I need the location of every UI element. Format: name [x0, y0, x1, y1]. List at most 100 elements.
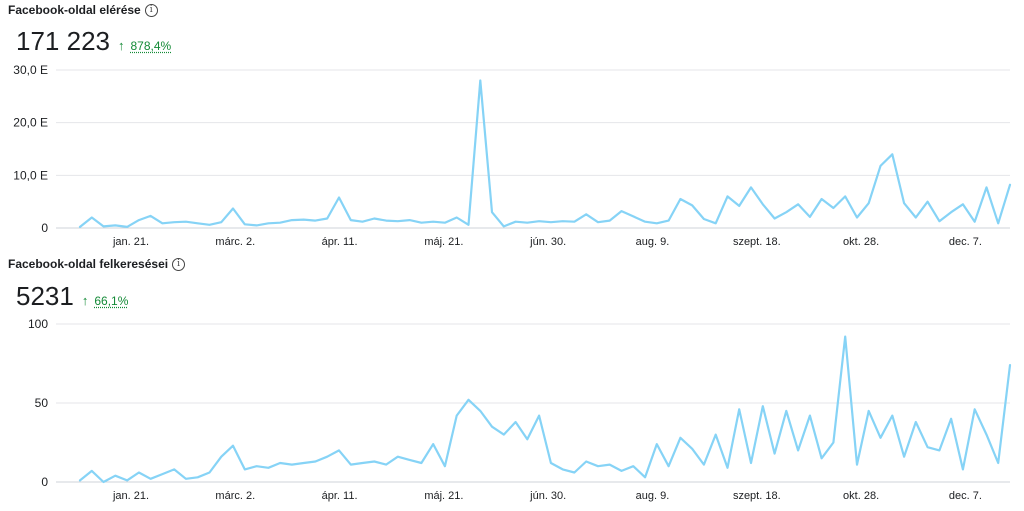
data-point: [161, 473, 163, 475]
data-point: [432, 443, 434, 445]
data-point: [620, 210, 622, 212]
data-point: [773, 452, 775, 454]
data-point: [585, 213, 587, 215]
x-tick-label: dec. 7.: [949, 236, 982, 248]
data-point: [526, 438, 528, 440]
x-tick-label: szept. 18.: [733, 490, 781, 502]
data-point: [997, 222, 999, 224]
data-point: [350, 219, 352, 221]
data-point: [361, 221, 363, 223]
y-tick-label: 30,0 E: [13, 63, 48, 77]
data-point: [585, 460, 587, 462]
data-point: [91, 216, 93, 218]
data-point: [456, 216, 458, 218]
data-point: [609, 219, 611, 221]
data-point: [820, 457, 822, 459]
data-point: [408, 219, 410, 221]
x-tick-label: márc. 2.: [215, 490, 255, 502]
data-point: [149, 215, 151, 217]
x-tick-label: okt. 28.: [843, 490, 879, 502]
data-point: [538, 220, 540, 222]
data-point: [303, 462, 305, 464]
data-point: [891, 414, 893, 416]
info-icon[interactable]: i: [172, 257, 186, 271]
data-point: [856, 463, 858, 465]
arrow-up-icon: ↑: [81, 293, 89, 308]
visits-change[interactable]: ↑ 66,1%: [82, 293, 129, 308]
data-point: [785, 410, 787, 412]
data-point: [832, 441, 834, 443]
data-point: [926, 446, 928, 448]
data-point: [550, 462, 552, 464]
reach-title-label: Facebook-oldal elérése: [8, 3, 141, 17]
data-point: [738, 205, 740, 207]
data-point: [503, 433, 505, 435]
x-tick-label: jún. 30.: [529, 236, 566, 248]
data-point: [962, 468, 964, 470]
data-point: [361, 462, 363, 464]
data-point: [715, 222, 717, 224]
visits-metric: 5231 ↑ 66,1%: [16, 281, 128, 312]
data-point: [197, 476, 199, 478]
data-point: [338, 196, 340, 198]
data-point: [267, 222, 269, 224]
data-point: [915, 216, 917, 218]
y-tick-label: 50: [35, 396, 49, 410]
reach-change[interactable]: ↑ 878,4%: [118, 38, 171, 53]
data-point: [703, 463, 705, 465]
data-point: [762, 405, 764, 407]
data-point: [938, 449, 940, 451]
visits-change-label: 66,1%: [94, 294, 129, 308]
data-point: [514, 221, 516, 223]
data-point: [479, 410, 481, 412]
reach-line-chart: 0 10,0 E 20,0 E 30,0 E jan. 21. márc. 2. ápr. …: [13, 63, 1012, 248]
data-point: [173, 221, 175, 223]
data-point: [208, 471, 210, 473]
data-point: [526, 222, 528, 224]
data-point: [432, 221, 434, 223]
x-tick-label: márc. 2.: [215, 236, 255, 248]
data-point: [267, 467, 269, 469]
visits-line-chart: 0 50 100 jan. 21. márc. 2. ápr. 11. máj. 21. jú…: [28, 317, 1012, 502]
reach-title: Facebook-oldal elérése i: [8, 3, 158, 17]
data-point: [644, 221, 646, 223]
data-point: [1009, 184, 1011, 186]
data-point: [514, 421, 516, 423]
data-point: [926, 201, 928, 203]
data-point: [126, 479, 128, 481]
data-point: [173, 468, 175, 470]
data-point: [903, 202, 905, 204]
y-tick-label: 0: [41, 475, 48, 489]
x-tick-label: dec. 7.: [949, 490, 982, 502]
data-point: [679, 437, 681, 439]
data-point: [974, 408, 976, 410]
reach-change-label: 878,4%: [130, 39, 172, 53]
data-point: [138, 471, 140, 473]
data-point: [974, 221, 976, 223]
data-point: [562, 220, 564, 222]
x-tick-label: jan. 21.: [112, 490, 149, 502]
data-point: [338, 449, 340, 451]
info-icon[interactable]: i: [144, 3, 158, 17]
data-point: [762, 203, 764, 205]
data-point: [891, 153, 893, 155]
x-tick-label: aug. 9.: [636, 490, 670, 502]
x-tick-label: jún. 30.: [529, 490, 566, 502]
data-point: [397, 456, 399, 458]
data-point: [856, 216, 858, 218]
data-point: [255, 465, 257, 467]
data-point: [938, 220, 940, 222]
data-point: [126, 226, 128, 228]
data-point: [632, 215, 634, 217]
data-point: [667, 465, 669, 467]
data-point: [420, 222, 422, 224]
data-point: [844, 335, 846, 337]
data-point: [985, 186, 987, 188]
data-point: [797, 203, 799, 205]
data-point: [809, 216, 811, 218]
x-tick-label: máj. 21.: [424, 490, 463, 502]
x-tick-label: aug. 9.: [636, 236, 670, 248]
data-point: [232, 445, 234, 447]
data-point: [373, 460, 375, 462]
data-point: [726, 467, 728, 469]
